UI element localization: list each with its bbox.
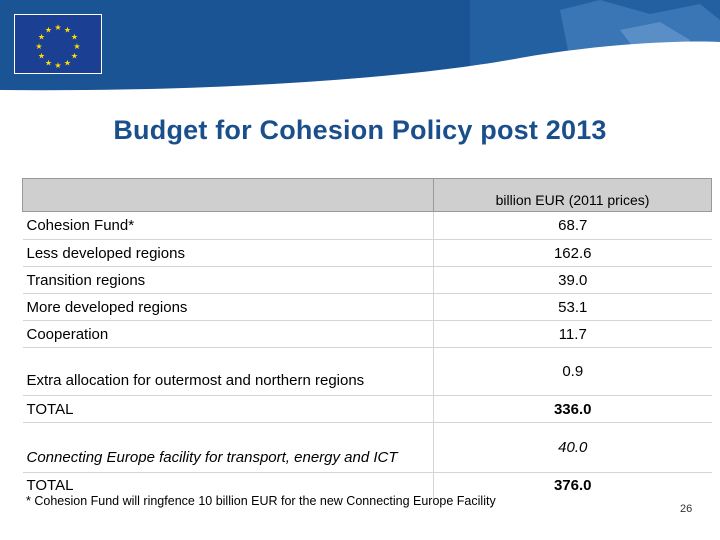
table-row: Cooperation 11.7	[22, 320, 712, 348]
table-header-empty	[22, 178, 434, 212]
table-row: Connecting Europe facility for transport…	[22, 422, 712, 473]
svg-text:★: ★	[71, 33, 78, 42]
svg-text:★: ★	[38, 52, 45, 61]
page-title: Budget for Cohesion Policy post 2013	[113, 115, 607, 145]
eu-flag-logo: ★ ★ ★ ★ ★ ★ ★ ★ ★ ★ ★ ★	[14, 14, 102, 74]
svg-text:★: ★	[73, 42, 80, 51]
row-value: 336.0	[433, 395, 712, 423]
row-label: TOTAL	[22, 395, 434, 423]
table-row: Cohesion Fund* 68.7	[22, 211, 712, 240]
svg-text:★: ★	[54, 61, 61, 70]
row-label: Transition regions	[22, 266, 434, 294]
svg-text:★: ★	[64, 59, 71, 68]
row-label: Cooperation	[22, 320, 434, 348]
svg-text:★: ★	[38, 33, 45, 42]
row-value: 0.9	[433, 347, 712, 396]
table-header-row: billion EUR (2011 prices)	[22, 178, 712, 212]
svg-text:★: ★	[45, 26, 52, 35]
row-value: 162.6	[433, 239, 712, 267]
table-row: Transition regions 39.0	[22, 266, 712, 294]
row-value: 68.7	[433, 211, 712, 240]
svg-text:★: ★	[71, 52, 78, 61]
table-row: TOTAL 336.0	[22, 395, 712, 423]
row-label: TOTAL	[22, 472, 434, 499]
svg-text:★: ★	[45, 59, 52, 68]
row-label: Extra allocation for outermost and north…	[22, 347, 434, 396]
row-label: Cohesion Fund*	[22, 211, 434, 240]
table-row: Less developed regions 162.6	[22, 239, 712, 267]
row-label: More developed regions	[22, 293, 434, 321]
row-label: Connecting Europe facility for transport…	[22, 422, 434, 473]
svg-text:★: ★	[35, 42, 42, 51]
map-graphic	[0, 0, 720, 100]
svg-text:★: ★	[64, 26, 71, 35]
table-header-unit: billion EUR (2011 prices)	[433, 178, 712, 212]
svg-text:★: ★	[54, 23, 61, 32]
row-value: 376.0	[433, 472, 712, 499]
table-row: TOTAL 376.0	[22, 472, 712, 499]
header-banner: ★ ★ ★ ★ ★ ★ ★ ★ ★ ★ ★ ★	[0, 0, 720, 100]
row-value: 53.1	[433, 293, 712, 321]
row-value: 11.7	[433, 320, 712, 348]
table-row: More developed regions 53.1	[22, 293, 712, 321]
footnote: * Cohesion Fund will ringfence 10 billio…	[26, 494, 496, 508]
budget-table: billion EUR (2011 prices) Cohesion Fund*…	[22, 178, 712, 499]
row-label: Less developed regions	[22, 239, 434, 267]
page-number: 26	[680, 503, 693, 515]
row-value: 40.0	[433, 422, 712, 473]
row-value: 39.0	[433, 266, 712, 294]
table-row: Extra allocation for outermost and north…	[22, 347, 712, 396]
